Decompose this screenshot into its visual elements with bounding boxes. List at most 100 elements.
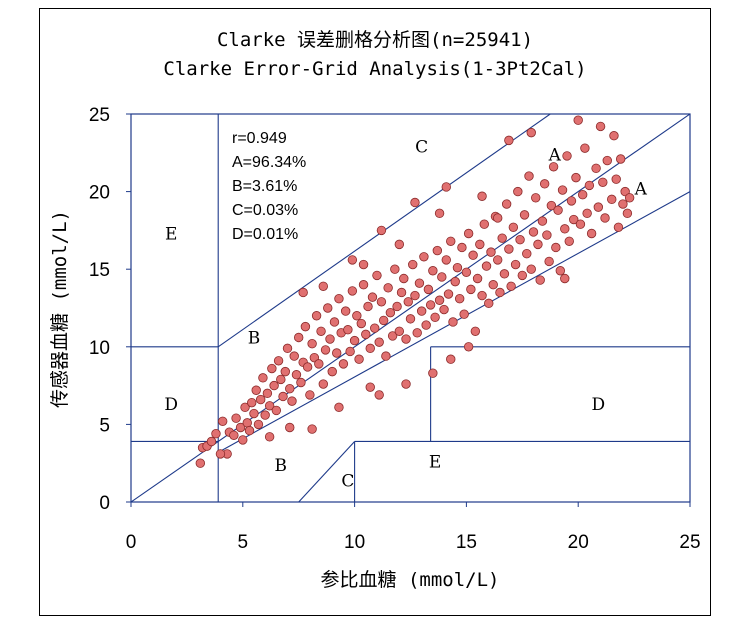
data-point [506,281,516,291]
stat-label: A=96.34% [232,154,306,171]
data-point [269,380,279,391]
data-point [285,384,295,394]
data-point [365,382,375,392]
data-point [278,391,288,402]
data-point [392,301,402,312]
data-point [428,368,438,378]
data-point [495,287,505,298]
data-point [251,385,261,395]
zone-label-e: E [165,225,177,245]
zone-label-c: C [415,138,428,158]
data-point [477,290,487,301]
data-point [285,422,295,433]
data-point [595,121,606,132]
data-point [468,250,478,260]
data-point [307,424,317,434]
data-point [320,345,331,355]
data-point [396,287,407,298]
data-point [394,239,405,250]
data-point [493,213,503,223]
data-point [405,314,416,324]
data-point [618,199,628,209]
data-point [356,318,367,329]
data-point [401,379,411,389]
data-point [463,228,474,239]
x-tick-label: 15 [456,532,477,553]
y-tick-label: 10 [89,338,110,359]
data-point [327,366,337,377]
data-point [231,413,241,423]
x-tick-label: 10 [344,532,365,553]
data-point [624,193,635,203]
data-point [280,366,290,377]
data-point [381,351,391,361]
data-point [215,449,226,459]
data-point [349,335,360,346]
data-point [497,233,507,243]
data-point [390,264,400,274]
data-point [345,346,355,357]
data-point [408,259,418,270]
data-point [508,222,519,232]
data-point [302,362,313,372]
data-point [325,334,335,344]
data-point [264,401,275,411]
data-point [513,186,523,197]
data-point [526,264,536,274]
data-point [318,281,328,291]
data-point [517,270,528,281]
chart-title: Clarke 误差删格分析图(n=25941) [217,29,533,51]
data-point [343,325,353,335]
data-point [499,269,510,279]
data-point [383,283,393,293]
data-point [443,289,454,299]
data-point [439,304,449,315]
data-point [486,247,496,257]
data-point [403,297,413,307]
data-point [296,377,306,388]
data-point [510,259,521,270]
data-point [363,301,373,312]
data-point [399,273,409,284]
data-point [428,266,438,276]
data-point [477,191,487,201]
zone-label-d: D [592,395,606,415]
zone-boundary-line [298,441,356,502]
data-point [607,194,617,205]
zone-label-b: B [248,328,261,348]
data-point [235,422,246,433]
x-tick-label: 25 [679,532,700,553]
data-point [542,230,552,240]
data-point [602,155,612,166]
data-point [334,402,344,413]
data-point [562,151,572,161]
data-point [454,293,465,304]
data-point [289,351,299,361]
data-point [555,266,566,276]
data-point [504,244,514,254]
data-point [238,435,248,445]
data-point [560,273,570,284]
data-point [526,127,536,138]
data-point [385,307,396,318]
data-point [535,275,545,285]
data-point [255,394,266,405]
data-point [211,429,221,439]
data-point [217,416,228,426]
data-point [347,255,358,265]
data-point [414,278,425,288]
zone-boundary-line [131,114,690,502]
data-point [475,239,485,250]
data-point [481,261,492,271]
data-point [423,284,434,295]
x-axis-label: 参比血糖 (mmol/L) [321,569,500,591]
data-point [262,388,273,399]
data-point [410,197,420,208]
data-point [575,219,586,229]
data-point [539,179,550,189]
data-point [229,430,239,440]
data-point [358,259,369,270]
data-point [300,321,311,332]
data-point [387,331,398,341]
data-point [347,286,358,296]
